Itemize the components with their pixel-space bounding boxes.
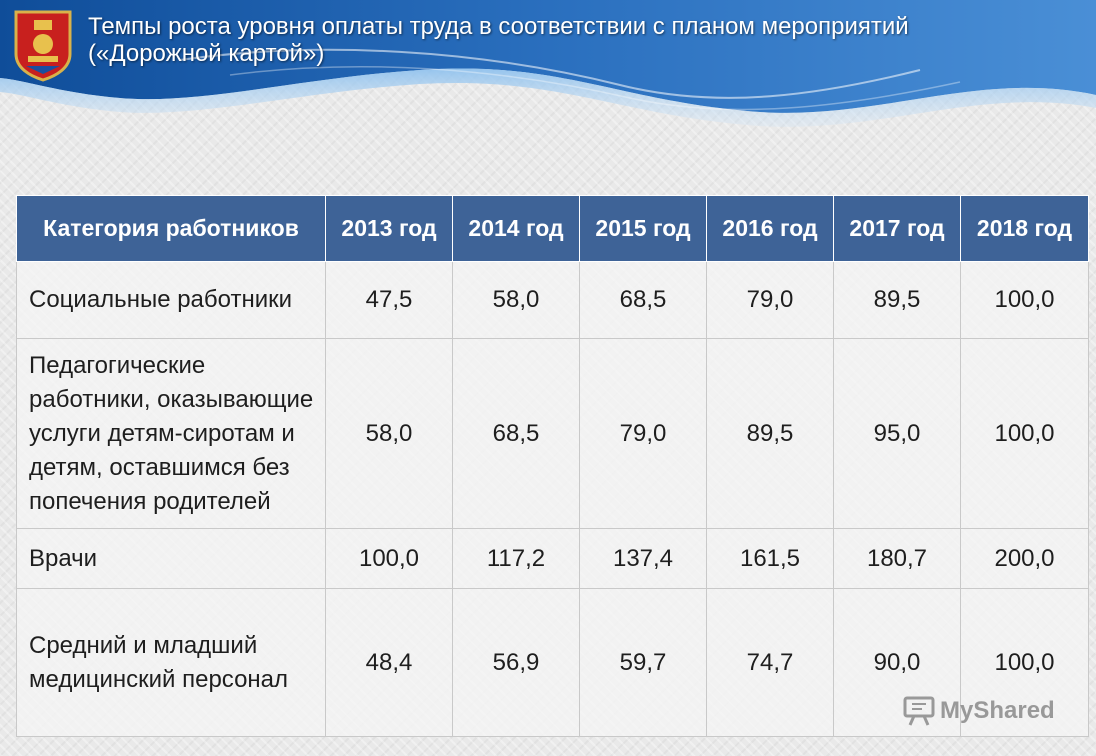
page-title-line-1: Темпы роста уровня оплаты труда в соотве… xyxy=(88,13,909,40)
table-cell: 68,5 xyxy=(452,338,580,529)
table-cell: 200,0 xyxy=(960,528,1089,589)
table-cell: 117,2 xyxy=(452,528,580,589)
table-cell: 161,5 xyxy=(706,528,834,589)
table-row: Врачи 100,0 117,2 137,4 161,5 180,7 200,… xyxy=(16,528,1089,589)
table-cell: 56,9 xyxy=(452,588,580,737)
watermark-logo: MyShared xyxy=(902,694,1055,728)
header-wave-banner xyxy=(0,0,1096,127)
wage-growth-table: Категория работников 2013 год 2014 год 2… xyxy=(16,195,1089,737)
table-cell: 100,0 xyxy=(325,528,453,589)
table-cell: 90,0 xyxy=(833,588,961,737)
table-cell: 58,0 xyxy=(452,261,580,339)
column-header-2015: 2015 год xyxy=(579,195,707,262)
column-header-2016: 2016 год xyxy=(706,195,834,262)
table-cell: 95,0 xyxy=(833,338,961,529)
row-category-teachers: Педагогические работники, оказывающие ус… xyxy=(16,338,326,529)
table-cell: 89,5 xyxy=(706,338,834,529)
row-category-social-workers: Социальные работники xyxy=(16,261,326,339)
presentation-board-icon xyxy=(903,696,935,726)
column-header-category: Категория работников xyxy=(16,195,326,262)
table-cell: 89,5 xyxy=(833,261,961,339)
table-cell: 100,0 xyxy=(960,588,1089,737)
table-cell: 68,5 xyxy=(579,261,707,339)
coat-of-arms-icon xyxy=(14,10,72,82)
column-header-2018: 2018 год xyxy=(960,195,1089,262)
table-row: Социальные работники 47,5 58,0 68,5 79,0… xyxy=(16,261,1089,339)
table-header-row: Категория работников 2013 год 2014 год 2… xyxy=(16,195,1089,262)
table-cell: 47,5 xyxy=(325,261,453,339)
column-header-2017: 2017 год xyxy=(833,195,961,262)
table-cell: 48,4 xyxy=(325,588,453,737)
table-row: Средний и младший медицинский персонал 4… xyxy=(16,588,1089,737)
table-cell: 100,0 xyxy=(960,261,1089,339)
watermark-text: MyShared xyxy=(940,697,1055,724)
page-title-line-2: («Дорожной картой») xyxy=(88,40,325,67)
table-cell: 137,4 xyxy=(579,528,707,589)
table-cell: 59,7 xyxy=(579,588,707,737)
table-cell: 180,7 xyxy=(833,528,961,589)
table-cell: 58,0 xyxy=(325,338,453,529)
table-cell: 100,0 xyxy=(960,338,1089,529)
table-cell: 74,7 xyxy=(706,588,834,737)
column-header-2014: 2014 год xyxy=(452,195,580,262)
table-cell: 79,0 xyxy=(579,338,707,529)
row-category-doctors: Врачи xyxy=(16,528,326,589)
row-category-medical-staff: Средний и младший медицинский персонал xyxy=(16,588,326,737)
table-cell: 79,0 xyxy=(706,261,834,339)
column-header-2013: 2013 год xyxy=(325,195,453,262)
page-title: Темпы роста уровня оплаты труда в соотве… xyxy=(88,13,1078,67)
table-row: Педагогические работники, оказывающие ус… xyxy=(16,338,1089,529)
